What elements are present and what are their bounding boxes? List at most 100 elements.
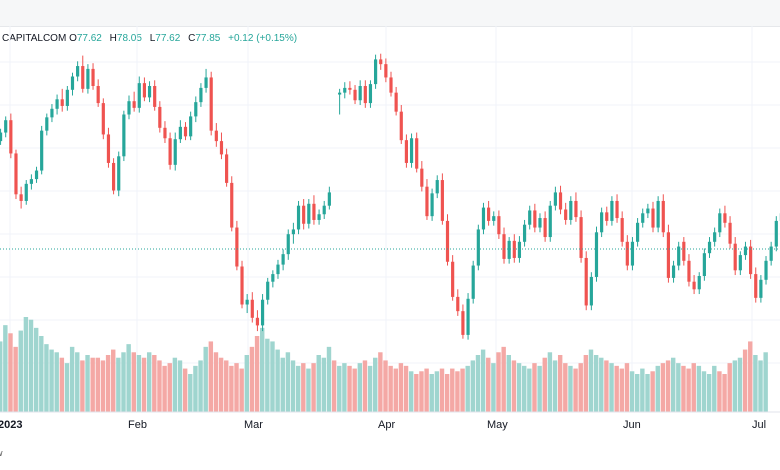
candle-body — [774, 220, 778, 247]
volume-bar — [54, 352, 59, 412]
candle-body — [368, 84, 373, 104]
volume-bar — [239, 368, 244, 412]
candle-body — [733, 243, 737, 271]
volume-bar — [640, 368, 645, 412]
candle-body — [363, 86, 367, 104]
volume-bar — [100, 360, 106, 412]
volume-bar — [501, 346, 506, 412]
volume-bar — [455, 371, 460, 412]
candle-body — [204, 77, 208, 88]
candle-body — [713, 232, 717, 242]
time-axis-label-may: May — [487, 419, 508, 431]
volume-bar — [33, 327, 39, 412]
candle-body — [70, 76, 75, 90]
candle-body — [338, 92, 342, 95]
candle-body — [635, 222, 640, 242]
candle-body — [671, 265, 676, 278]
volume-bar — [90, 357, 95, 412]
candle-body — [40, 130, 44, 171]
candle-body — [158, 106, 162, 128]
volume-bar — [650, 371, 655, 412]
candle-body — [178, 126, 182, 140]
candle-body — [240, 266, 244, 305]
symbol-label: CAPITALCOM — [2, 33, 67, 44]
volume-bar — [388, 365, 393, 412]
candle-body — [481, 207, 486, 230]
volume-bar — [542, 357, 547, 412]
volume-bar — [614, 365, 619, 412]
volume-bar — [290, 360, 296, 412]
volume-bar — [275, 349, 280, 412]
volume-bar — [475, 355, 481, 412]
volume-bar — [13, 346, 18, 412]
candle-body — [738, 255, 742, 271]
candle-body — [24, 183, 28, 201]
candle-body — [522, 224, 527, 242]
volume-bar — [18, 330, 23, 412]
candle-body — [91, 68, 95, 86]
volume-bar — [573, 368, 578, 412]
volume-bar — [234, 363, 239, 412]
volume-bar — [218, 357, 224, 412]
candle-body — [266, 281, 270, 300]
candle-body — [76, 66, 80, 77]
candle-body — [348, 87, 352, 90]
candle-body — [743, 246, 748, 256]
volume-bar — [44, 344, 49, 412]
candle-body — [661, 200, 665, 233]
candle-body — [312, 203, 316, 220]
volume-bar — [393, 368, 398, 412]
volume-bar — [645, 374, 650, 412]
volume-bar — [414, 374, 419, 412]
candle-body — [153, 86, 157, 107]
volume-bar — [727, 363, 732, 412]
candle-body — [199, 87, 203, 103]
time-axis-label-mar: Mar — [244, 419, 263, 431]
volume-bar — [429, 374, 434, 412]
volume-bar — [629, 371, 635, 412]
volume-bar — [39, 336, 44, 412]
volume-bar — [193, 365, 198, 412]
volume-bar — [249, 346, 255, 412]
volume-bar — [557, 355, 563, 412]
volume-bar — [748, 341, 753, 412]
volume-bar — [69, 346, 75, 412]
candle-body — [605, 212, 609, 221]
volume-bar — [172, 357, 178, 412]
volume-bar — [593, 355, 599, 412]
candle-body — [122, 114, 126, 157]
candle-body — [538, 218, 542, 228]
candle-body — [528, 210, 532, 225]
candle-body — [327, 192, 331, 206]
high-label: H — [109, 33, 117, 44]
volume-bar — [285, 352, 291, 412]
volume-bar — [80, 360, 85, 412]
volume-bar — [306, 368, 311, 412]
volume-bar — [362, 360, 368, 412]
open-label: O — [69, 33, 77, 44]
candle-body — [656, 200, 660, 228]
candle-body — [435, 180, 439, 194]
close-label: C — [188, 33, 196, 44]
volume-bar — [696, 365, 702, 412]
close-value: 77.85 — [195, 33, 221, 44]
candle-body — [517, 241, 522, 258]
candle-body — [384, 64, 388, 78]
volume-bar — [604, 360, 609, 412]
volume-bar — [732, 360, 738, 412]
candle-body — [317, 214, 321, 220]
volume-bar — [506, 355, 512, 412]
volume-bar — [403, 365, 409, 412]
volume-bar — [691, 363, 696, 412]
candle-body — [476, 229, 480, 266]
candle-body — [682, 241, 686, 261]
candle-body — [29, 179, 33, 184]
volume-bar — [141, 357, 147, 412]
volume-bar — [198, 360, 203, 412]
candle-body — [286, 234, 290, 255]
candle-body — [65, 89, 69, 106]
candle-body — [45, 117, 49, 131]
volume-bar — [706, 374, 712, 412]
